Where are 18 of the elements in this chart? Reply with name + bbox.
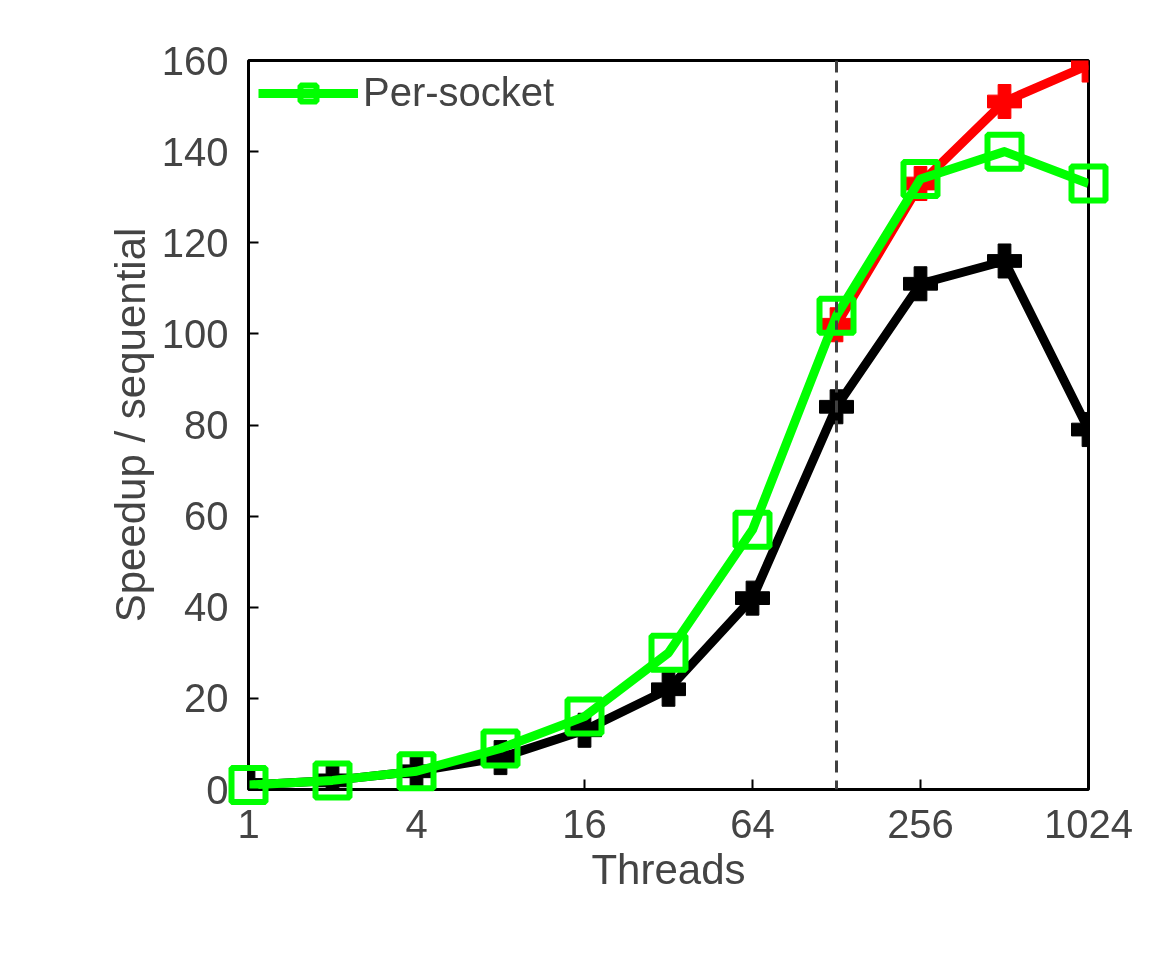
y-tick-label: 80 — [184, 403, 229, 447]
x-tick-label: 4 — [405, 801, 428, 846]
x-tick-label: 256 — [887, 801, 954, 846]
y-axis-title: Speedup / sequential — [106, 227, 154, 623]
y-tick-label: 40 — [184, 585, 229, 630]
legend-label: Per-socket — [363, 70, 555, 115]
y-tick-label: 100 — [161, 311, 229, 356]
y-tick-label: 120 — [161, 220, 229, 265]
y-tick-label: 20 — [184, 676, 229, 721]
x-tick-label: 64 — [730, 801, 775, 846]
y-tick-label: 160 — [161, 38, 229, 83]
y-tick-label: 60 — [184, 494, 229, 539]
y-tick-label: 140 — [161, 129, 229, 174]
x-axis-title: Threads — [591, 845, 746, 893]
y-tick-label: 0 — [206, 767, 229, 812]
x-tick-label: 1024 — [1044, 801, 1133, 846]
x-tick-label: 1 — [237, 801, 260, 846]
x-tick-label: 16 — [562, 801, 607, 846]
